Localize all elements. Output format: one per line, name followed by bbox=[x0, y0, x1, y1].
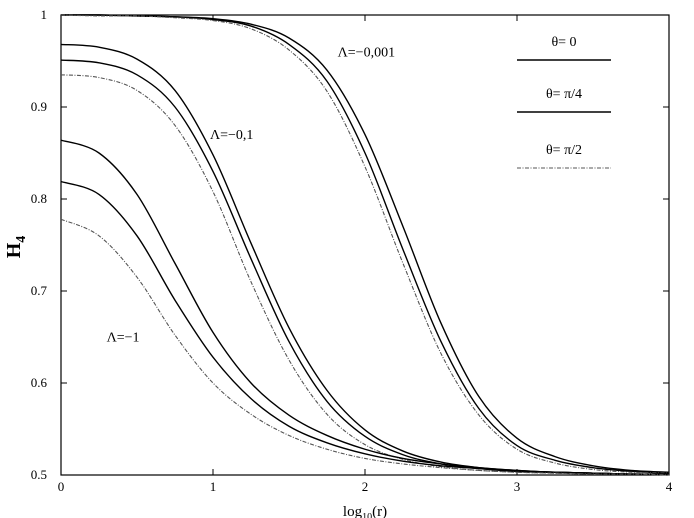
series-group-label: Λ=−0,001 bbox=[338, 45, 395, 60]
legend-label: θ= 0 bbox=[551, 35, 576, 50]
legend-label: θ= π/2 bbox=[546, 143, 582, 158]
y-tick-label: 0.9 bbox=[31, 99, 47, 114]
y-axis-label: H4 bbox=[3, 236, 29, 259]
series-line bbox=[60, 218, 670, 476]
x-tick-label: 3 bbox=[514, 479, 521, 494]
legend: θ= 0 θ= π/4 θ= π/2 bbox=[517, 35, 611, 169]
y-tick-label: 1 bbox=[41, 7, 48, 22]
series-line bbox=[60, 59, 670, 475]
series-line bbox=[60, 14, 670, 474]
axis-ticks: 0 1 2 3 4 0.5 0.6 0.7 0.8 0.9 1 bbox=[31, 7, 673, 494]
y-tick-label: 0.6 bbox=[31, 375, 48, 390]
x-tick-label: 2 bbox=[362, 479, 369, 494]
series-group-label: Λ=−0,1 bbox=[210, 128, 253, 143]
series-line bbox=[60, 139, 670, 475]
y-tick-label: 0.7 bbox=[31, 283, 48, 298]
series-line bbox=[60, 14, 670, 473]
y-tick-label: 0.8 bbox=[31, 191, 47, 206]
x-tick-label: 0 bbox=[58, 479, 65, 494]
series-group-label: Λ=−1 bbox=[107, 331, 140, 346]
series-line bbox=[60, 14, 670, 474]
series-group bbox=[60, 14, 670, 476]
x-axis-label: log10(r) bbox=[343, 504, 387, 518]
y-tick-label: 0.5 bbox=[31, 467, 47, 482]
annotation-group: Λ=−0,001 Λ=−0,1 Λ=−1 bbox=[107, 45, 395, 345]
x-tick-label: 1 bbox=[210, 479, 217, 494]
x-tick-label: 4 bbox=[666, 479, 673, 494]
series-line bbox=[60, 180, 670, 475]
legend-label: θ= π/4 bbox=[546, 87, 582, 102]
